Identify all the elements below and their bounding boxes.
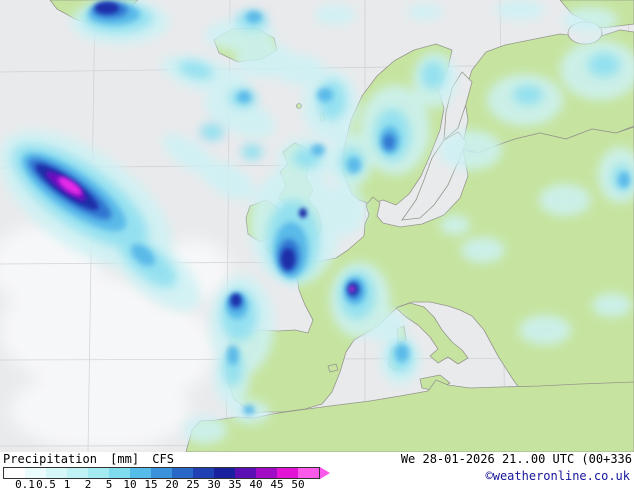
precip-extreme-layer bbox=[58, 176, 355, 292]
legend-tick-label: 2 bbox=[84, 478, 92, 491]
legend-color-segment bbox=[256, 468, 277, 478]
legend-color-segment bbox=[151, 468, 172, 478]
land-faroe bbox=[296, 103, 302, 109]
land-italy bbox=[395, 302, 469, 365]
legend-model: CFS bbox=[152, 452, 174, 466]
valid-time: We 28-01-2026 21..00 UTC (00+336 bbox=[400, 452, 632, 466]
legend-color-segment bbox=[88, 468, 109, 478]
legend-units: [mm] bbox=[110, 452, 140, 466]
legend-tick-label: 20 bbox=[165, 478, 179, 491]
legend-colorbar bbox=[3, 467, 320, 479]
legend-color-segment bbox=[298, 468, 319, 478]
precipitation-map bbox=[0, 0, 634, 453]
footer: Precipitation [mm] CFS 0.1 0.5 1 2 5 10 15 20 25… bbox=[0, 452, 634, 491]
legend-tick-label: 0.5 bbox=[36, 478, 56, 491]
legend-title: Precipitation [mm] CFS bbox=[3, 452, 180, 466]
legend-tick-label: 0.1 bbox=[15, 478, 35, 491]
legend-title-text: Precipitation bbox=[3, 452, 97, 466]
legend-tick-label: 5 bbox=[105, 478, 113, 491]
legend-color-segment bbox=[25, 468, 46, 478]
legend-color-segment bbox=[46, 468, 67, 478]
legend-tick-label: 1 bbox=[63, 478, 71, 491]
legend-color-segment bbox=[277, 468, 298, 478]
legend-tick-label: 50 bbox=[291, 478, 305, 491]
legend-color-segment bbox=[214, 468, 235, 478]
legend-tick-label: 25 bbox=[186, 478, 200, 491]
legend-tick-label: 45 bbox=[270, 478, 284, 491]
legend-arrow bbox=[320, 467, 330, 479]
legend-tick-labels: 0.1 0.5 1 2 5 10 15 20 25 30 35 40 45 50 bbox=[4, 478, 326, 491]
land-mallorca bbox=[327, 363, 339, 373]
legend-color-segment bbox=[109, 468, 130, 478]
legend-tick-label: 15 bbox=[144, 478, 158, 491]
copyright: ©weatheronline.co.uk bbox=[485, 469, 631, 483]
legend-tick-label: 30 bbox=[207, 478, 221, 491]
legend-color-segment bbox=[235, 468, 256, 478]
legend-tick-label: 35 bbox=[228, 478, 242, 491]
legend-color-segment bbox=[130, 468, 151, 478]
legend-color-segment bbox=[4, 468, 25, 478]
legend-tick-label: 10 bbox=[123, 478, 137, 491]
legend-tick-label: 40 bbox=[249, 478, 263, 491]
legend-color-segment bbox=[67, 468, 88, 478]
land-north-africa bbox=[185, 379, 634, 453]
legend-color-segment bbox=[172, 468, 193, 478]
legend-color-segment bbox=[193, 468, 214, 478]
map-canvas bbox=[0, 0, 634, 453]
